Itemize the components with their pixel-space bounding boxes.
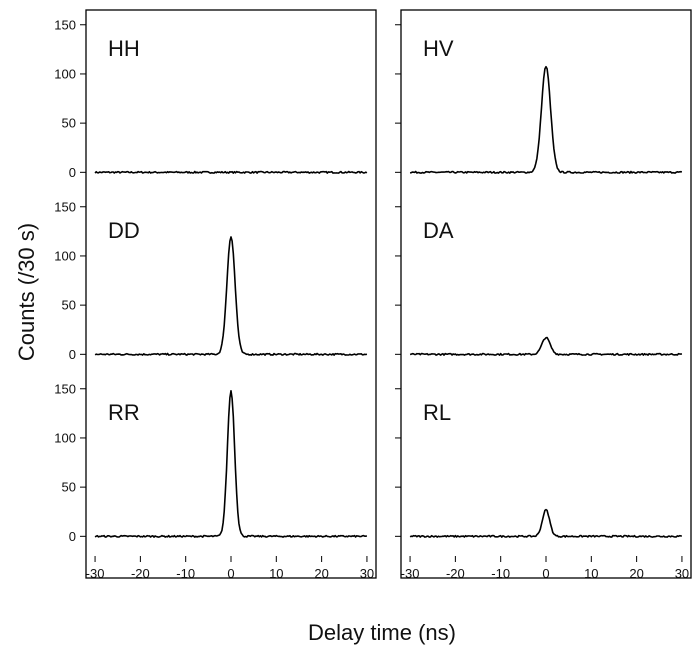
panel-label-dd: DD — [108, 218, 140, 243]
trace-rl — [409, 508, 682, 538]
panel-label-rl: RL — [423, 400, 451, 425]
x-tick-label: 0 — [542, 566, 549, 581]
x-tick-label: 30 — [360, 566, 374, 581]
y-tick-label: 0 — [69, 529, 76, 544]
y-tick-label: 100 — [54, 430, 76, 445]
y-tick-label: 150 — [54, 381, 76, 396]
y-tick-label: 150 — [54, 17, 76, 32]
plot-frame-right — [400, 9, 692, 579]
panel-label-hh: HH — [108, 36, 140, 61]
y-tick-label: 0 — [69, 165, 76, 180]
x-tick-label: 20 — [629, 566, 643, 581]
y-tick-label: 50 — [62, 298, 76, 313]
trace-rr — [94, 389, 368, 538]
x-tick-label: -30 — [86, 566, 105, 581]
panel-label-da: DA — [423, 218, 454, 243]
x-tick-label: 20 — [314, 566, 328, 581]
x-tick-label: 30 — [675, 566, 689, 581]
x-axis-label: Delay time (ns) — [308, 620, 456, 645]
trace-da — [409, 336, 683, 356]
x-tick-label: -30 — [401, 566, 420, 581]
y-tick-label: 50 — [62, 480, 76, 495]
x-tick-label: -10 — [176, 566, 195, 581]
y-tick-label: 0 — [69, 347, 76, 362]
x-tick-label: -20 — [446, 566, 465, 581]
trace-hv — [409, 65, 682, 174]
y-tick-label: 150 — [54, 199, 76, 214]
x-tick-label: 0 — [227, 566, 234, 581]
trace-hh — [94, 170, 368, 174]
panel-label-rr: RR — [108, 400, 140, 425]
x-tick-label: 10 — [269, 566, 283, 581]
trace-dd — [94, 236, 368, 356]
plot-frame-left — [85, 9, 377, 579]
x-tick-label: 10 — [584, 566, 598, 581]
y-tick-label: 100 — [54, 248, 76, 263]
x-tick-label: -10 — [491, 566, 510, 581]
y-axis-label: Counts (/30 s) — [14, 223, 39, 361]
panel-label-hv: HV — [423, 36, 454, 61]
y-tick-label: 100 — [54, 66, 76, 81]
x-tick-label: -20 — [131, 566, 150, 581]
y-tick-label: 50 — [62, 116, 76, 131]
